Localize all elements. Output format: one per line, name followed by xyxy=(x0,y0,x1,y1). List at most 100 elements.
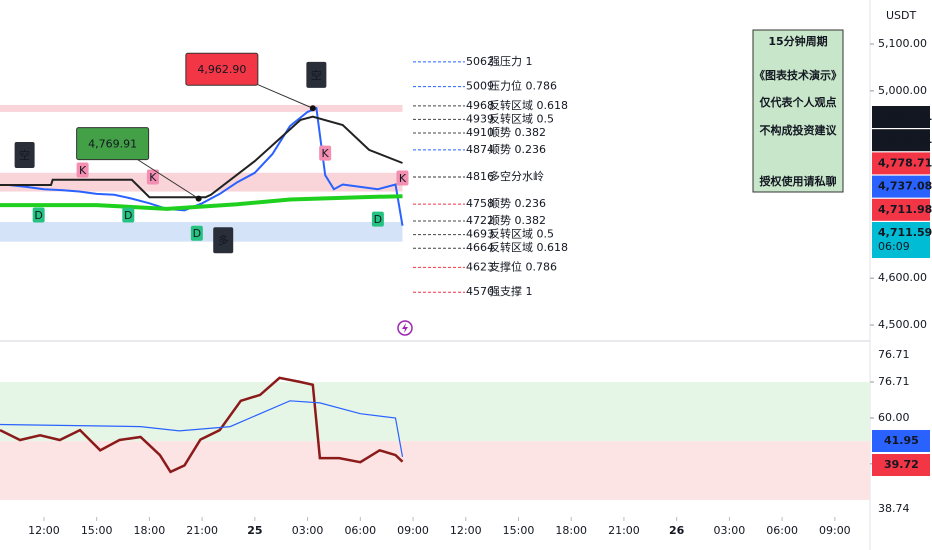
level-label: 顺势 0.236 xyxy=(489,197,546,210)
x-tick-label: 26 xyxy=(669,524,685,537)
x-tick-label: 25 xyxy=(247,524,262,537)
series-line xyxy=(0,115,403,199)
x-tick-label: 15:00 xyxy=(503,524,535,537)
signal-label: 多 xyxy=(218,233,229,247)
price-tag xyxy=(872,106,930,128)
signal-marker xyxy=(371,211,384,227)
price-tag xyxy=(872,129,930,152)
signal-marker xyxy=(32,207,45,223)
price-tag xyxy=(872,222,930,258)
x-tick-label: 18:00 xyxy=(134,524,166,537)
level-value: 4968 xyxy=(466,99,494,112)
y-tick-label: 5,000.00 xyxy=(878,84,927,97)
level-value: 4722 xyxy=(466,214,494,227)
callout-label: 4,962.90 xyxy=(197,63,246,76)
signal-marker xyxy=(14,142,35,169)
scale-label: 76.71 xyxy=(878,348,910,361)
level-value: 5009 xyxy=(466,80,494,93)
level-value: 4910 xyxy=(466,126,494,139)
currency: USDT xyxy=(886,9,917,22)
series-line xyxy=(0,400,404,458)
price-tag-label: 4,737.08 xyxy=(878,180,932,193)
y-tick-label: 60.00 xyxy=(878,411,910,424)
level-value: 4874 xyxy=(466,143,494,156)
level-label: 支撑位 0.786 xyxy=(489,259,557,273)
signal-label: K xyxy=(79,164,87,177)
level-label: 反转区域 0.618 xyxy=(489,240,568,254)
x-tick-label: 12:00 xyxy=(450,524,482,537)
price-tag-label: 4,711.59 xyxy=(878,226,932,239)
price-tag xyxy=(872,152,930,175)
level-label: 顺势 0.382 xyxy=(489,214,546,227)
signal-marker xyxy=(122,207,135,223)
level-label: 强支撑 1 xyxy=(489,284,533,298)
price-tag xyxy=(872,175,930,198)
level-value: 4570 xyxy=(466,285,494,298)
signal-marker xyxy=(319,145,332,161)
zone xyxy=(0,172,403,192)
y-tick-label: 5,100.00 xyxy=(878,37,927,50)
zone xyxy=(0,381,870,442)
signal-marker xyxy=(76,162,89,178)
signal-label: D xyxy=(374,213,382,226)
x-tick-label: 18:00 xyxy=(555,524,587,537)
x-tick-label: 21:00 xyxy=(608,524,640,537)
series-line xyxy=(0,106,404,226)
level-label: 顺势 0.382 xyxy=(489,126,546,139)
signal-label: D xyxy=(124,209,132,222)
level-label: 反转区域 0.5 xyxy=(489,111,554,125)
signal-label: 空 xyxy=(311,68,322,82)
alert-icon[interactable] xyxy=(397,320,413,336)
scale-label: 38.74 xyxy=(878,502,910,515)
signal-label: K xyxy=(322,147,330,160)
y-tick-label: 4,500.00 xyxy=(878,318,927,331)
value-tag-label: 39.72 xyxy=(884,458,919,471)
note-line: 《图表技术演示》 xyxy=(754,68,842,82)
signal-marker xyxy=(213,227,234,254)
level-value: 4939 xyxy=(466,112,494,125)
note-box xyxy=(752,29,844,193)
price-tag-label: 4,711.98 xyxy=(878,203,932,216)
x-tick-label: 09:00 xyxy=(397,524,429,537)
callout-label: 4,769.91 xyxy=(88,138,137,151)
callout-box xyxy=(185,52,259,86)
x-tick-label: 06:00 xyxy=(766,524,798,537)
callout-point xyxy=(309,105,316,112)
signal-label: K xyxy=(149,171,157,184)
series-line xyxy=(0,376,404,474)
price-tag xyxy=(872,198,930,221)
signal-marker xyxy=(190,225,203,241)
level-label: 多空分水岭 xyxy=(489,169,544,183)
price-tag-time: 06:09 xyxy=(878,240,910,253)
value-tag-label: 41.95 xyxy=(884,434,919,447)
level-value: 4816 xyxy=(466,170,494,183)
level-value: 4758 xyxy=(466,197,494,210)
level-value: 4623 xyxy=(466,260,494,273)
x-tick-label: 09:00 xyxy=(819,524,851,537)
note-line: 15分钟周期 xyxy=(768,34,827,48)
x-tick-label: 06:00 xyxy=(344,524,376,537)
note-line: 仅代表个人观点 xyxy=(759,95,837,109)
value-tag xyxy=(872,430,930,452)
signal-label: 空 xyxy=(19,148,30,162)
zone xyxy=(0,441,870,500)
price-tag-label: 4,857.01 xyxy=(878,110,932,123)
signal-label: K xyxy=(399,172,407,185)
y-tick-label: 4,600.00 xyxy=(878,271,927,284)
note-line: 授权使用请私聊 xyxy=(760,174,837,188)
y-tick-label: 76.71 xyxy=(878,375,910,388)
alert-bolt xyxy=(402,323,408,333)
zone xyxy=(0,104,403,112)
level-label: 强压力 1 xyxy=(489,55,533,68)
signal-label: D xyxy=(193,227,201,240)
level-label: 压力位 0.786 xyxy=(489,79,557,93)
level-value: 5062 xyxy=(466,55,494,68)
series-line xyxy=(0,194,403,211)
x-tick-label: 21:00 xyxy=(186,524,218,537)
callout-box xyxy=(76,127,150,161)
x-tick-label: 15:00 xyxy=(81,524,113,537)
level-label: 反转区域 0.5 xyxy=(489,227,554,241)
signal-marker xyxy=(306,61,327,88)
